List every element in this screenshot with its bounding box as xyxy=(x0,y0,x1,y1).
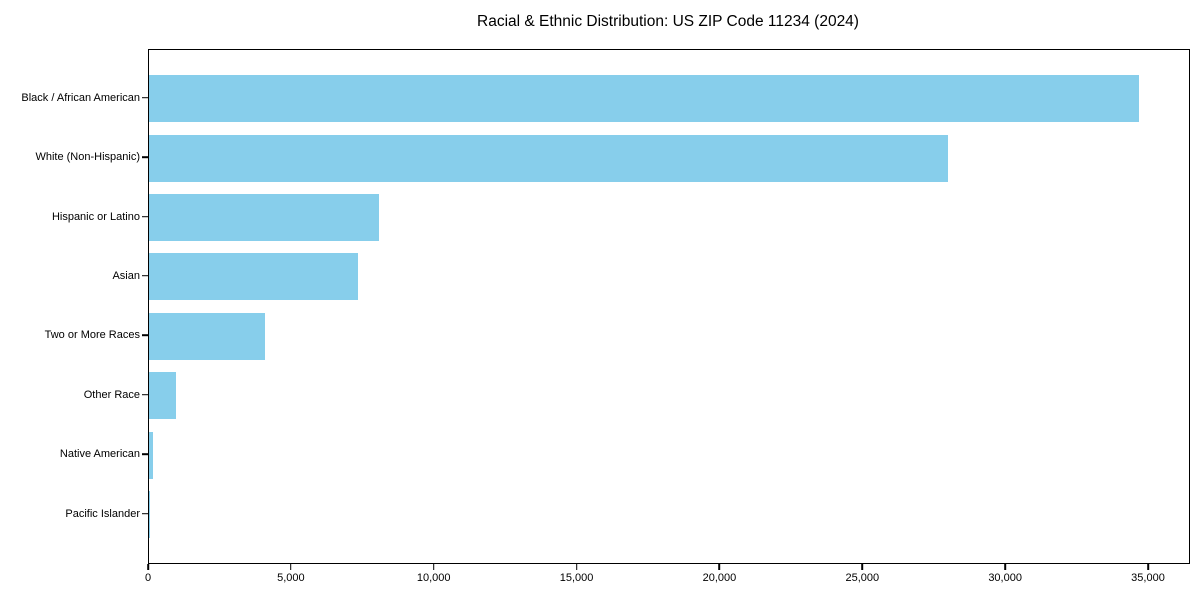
y-tick-label-other-race: Other Race xyxy=(83,388,140,401)
y-tick-mark xyxy=(142,334,148,337)
bar-native-american xyxy=(149,431,154,479)
x-tick-mark xyxy=(718,563,721,570)
y-tick-label-white-non-hispanic: White (Non-Hispanic) xyxy=(35,151,140,164)
x-tick-label: 5,000 xyxy=(277,572,305,584)
y-tick-label-black-african-american: Black / African American xyxy=(21,91,140,104)
x-tick-label: 30,000 xyxy=(988,572,1022,584)
x-tick-mark xyxy=(147,563,149,570)
x-tick-mark xyxy=(432,563,435,570)
bar-pacific-islander xyxy=(149,491,150,538)
y-tick-label-hispanic-or-latino: Hispanic or Latino xyxy=(51,210,140,223)
plot-area xyxy=(148,49,1190,564)
x-tick-label: 35,000 xyxy=(1131,572,1165,584)
x-tick-mark xyxy=(861,563,864,570)
x-tick-label: 0 xyxy=(144,572,152,584)
bar-hispanic-or-latino xyxy=(149,194,379,241)
bar-two-or-more-races xyxy=(149,312,265,360)
x-tick-mark xyxy=(1147,563,1149,570)
y-tick-label-two-or-more-races: Two or More Races xyxy=(44,329,140,342)
y-tick-mark xyxy=(142,393,148,396)
x-tick-label: 15,000 xyxy=(559,572,594,584)
y-tick-mark xyxy=(142,96,148,99)
y-tick-label-asian: Asian xyxy=(112,269,140,282)
y-tick-mark xyxy=(142,156,148,158)
x-tick-label: 10,000 xyxy=(416,572,451,584)
chart-title: Racial & Ethnic Distribution: US ZIP Cod… xyxy=(477,13,859,30)
bar-other-race xyxy=(149,372,177,420)
x-tick-label: 20,000 xyxy=(702,572,737,584)
y-tick-label-native-american: Native American xyxy=(59,448,140,461)
y-tick-mark xyxy=(142,275,148,277)
x-tick-label: 25,000 xyxy=(845,572,880,584)
y-tick-mark xyxy=(142,453,148,455)
y-tick-mark xyxy=(142,512,148,515)
x-tick-mark xyxy=(575,563,578,570)
x-tick-mark xyxy=(1004,563,1006,570)
y-tick-mark xyxy=(142,215,148,218)
bar-asian xyxy=(149,253,358,301)
x-tick-mark xyxy=(290,563,292,570)
bar-black-african-american xyxy=(149,75,1139,123)
y-tick-label-pacific-islander: Pacific Islander xyxy=(65,507,140,520)
bar-white-non-hispanic xyxy=(149,134,948,182)
